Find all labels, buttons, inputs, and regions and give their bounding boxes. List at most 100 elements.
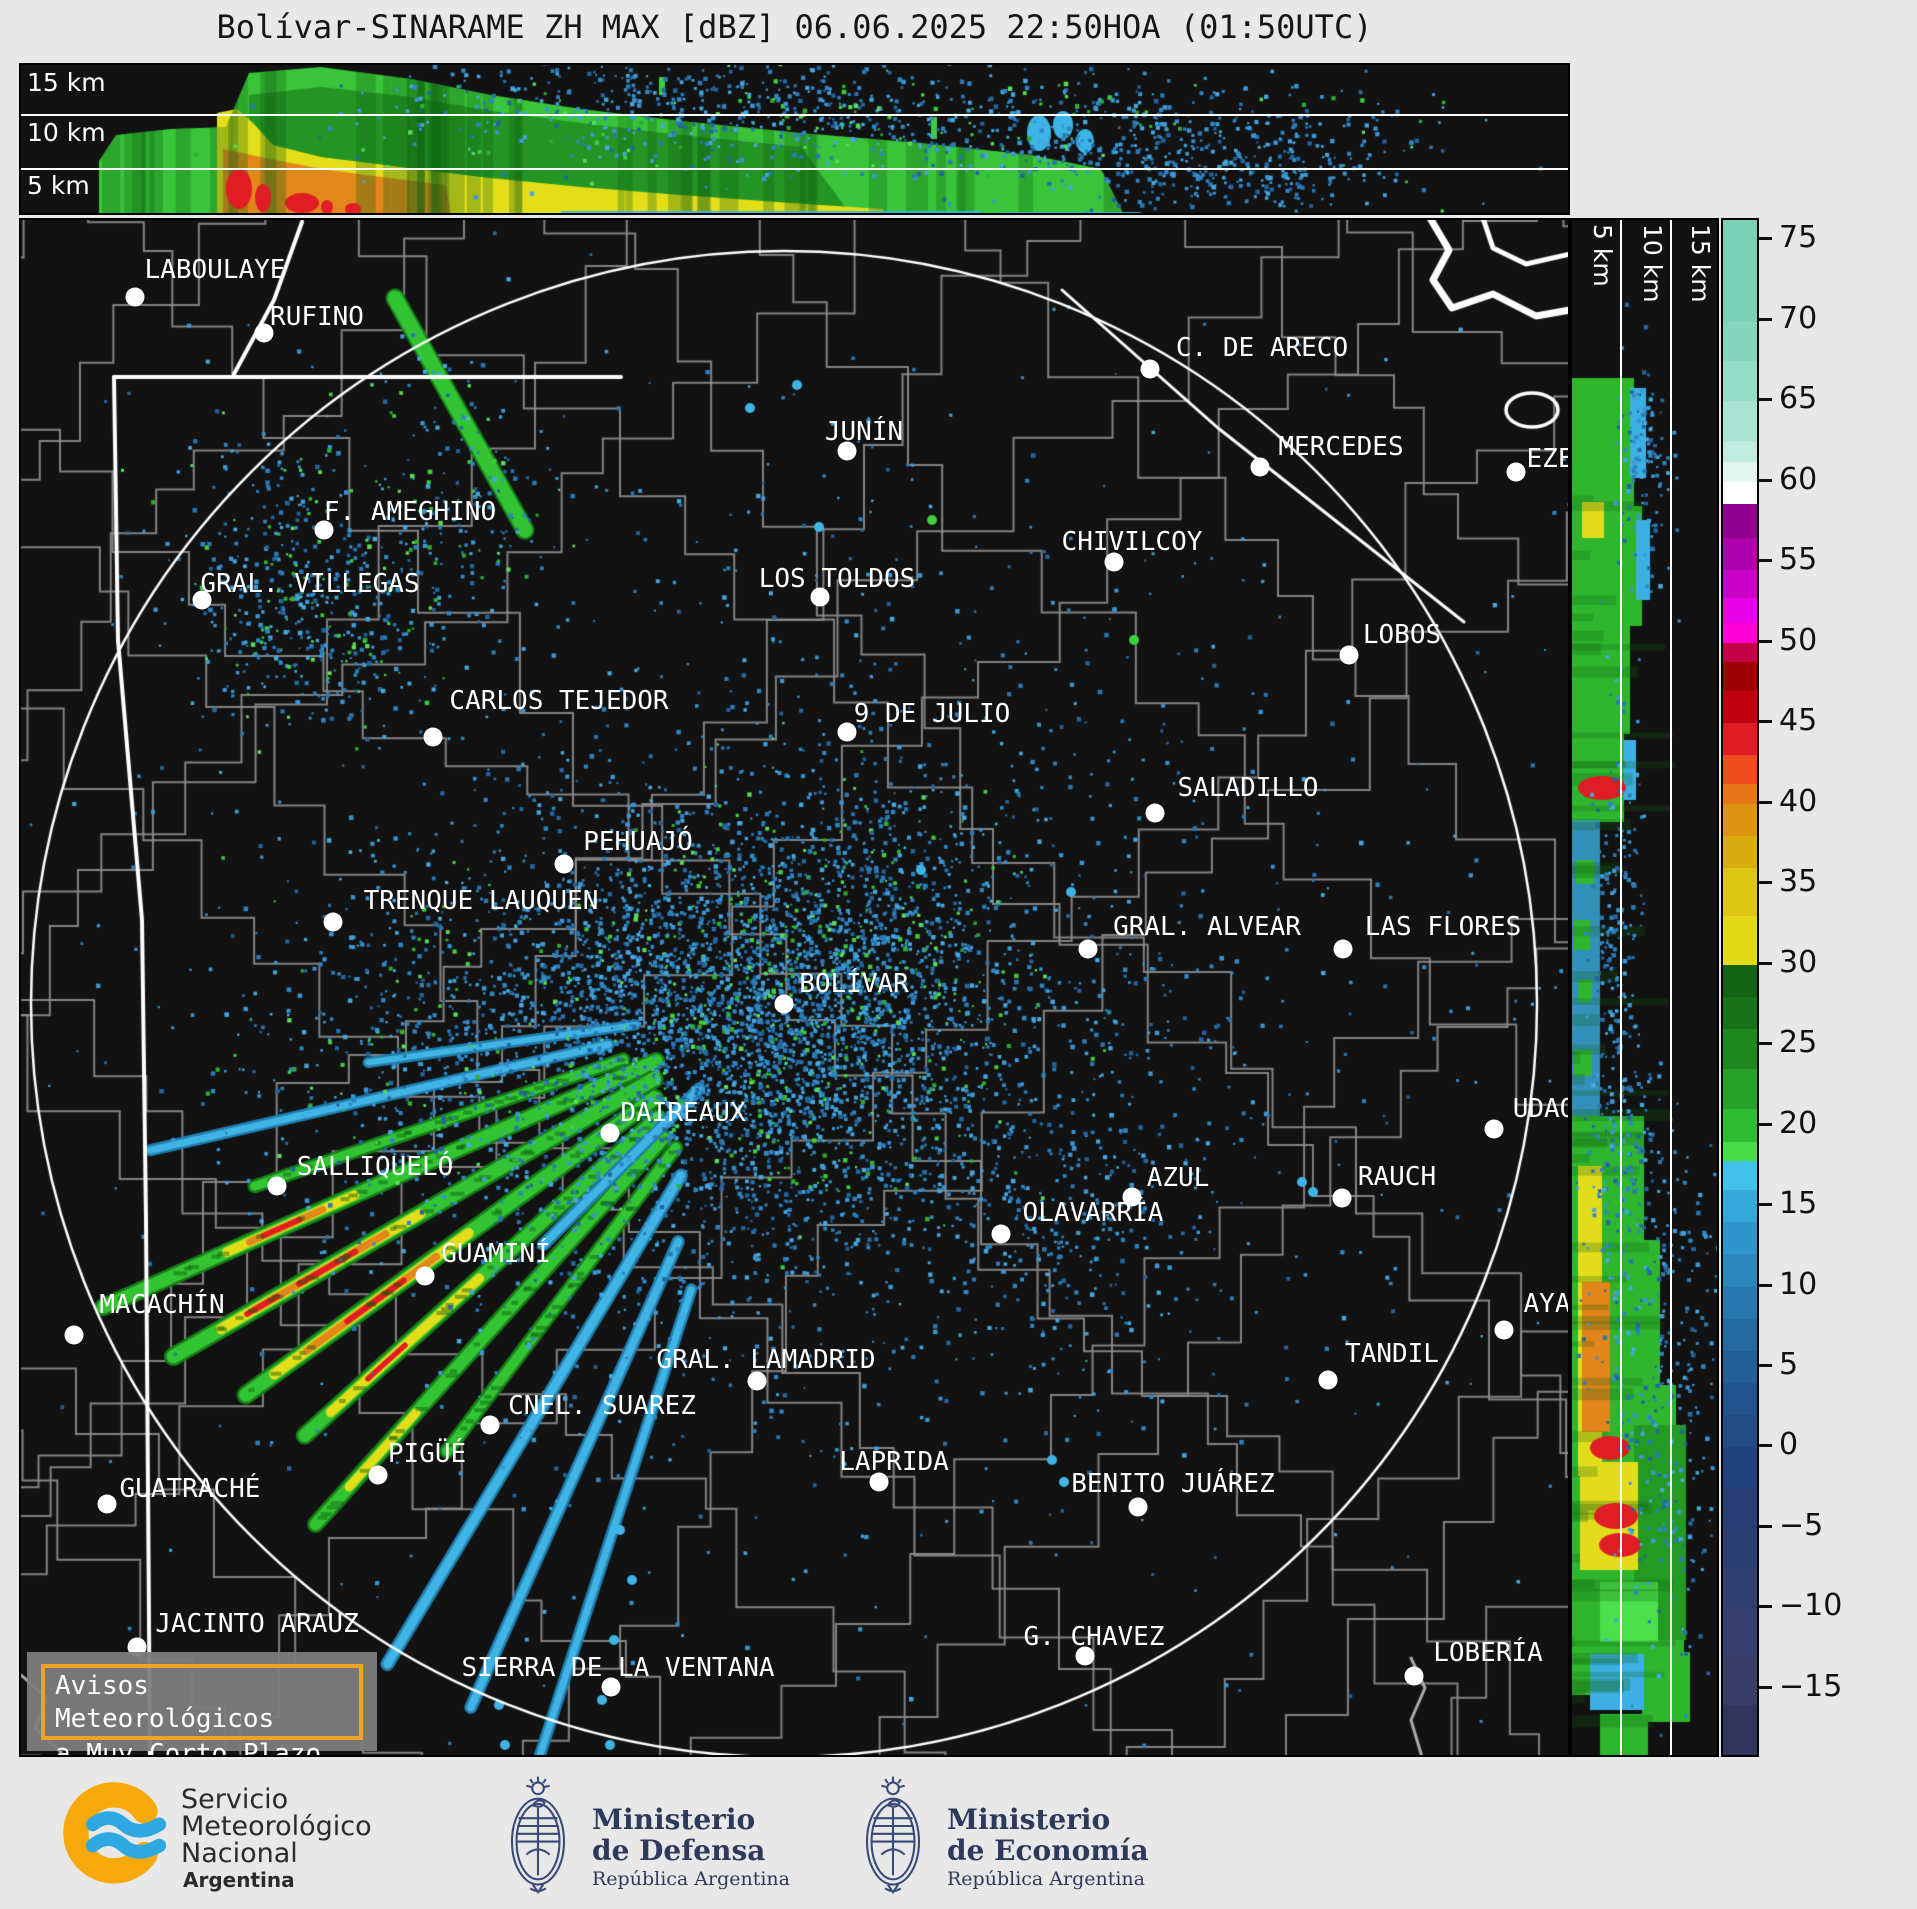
city-label: PEHUAJÓ xyxy=(583,827,693,857)
smn-logo-icon xyxy=(63,1782,167,1884)
city-label: C. DE ARECO xyxy=(1175,333,1349,363)
avisos-box: Avisos Meteorológicos a Muy Corto Plazo xyxy=(27,1652,377,1755)
colorbar-segment xyxy=(1723,723,1757,756)
city-label: CARLOS TEJEDOR xyxy=(449,686,669,716)
city-label: MACACHÍN xyxy=(99,1290,225,1320)
city-dot xyxy=(267,1176,287,1196)
city-dot xyxy=(415,1266,435,1286)
city-label: MERCEDES xyxy=(1278,432,1404,462)
radar-map-canvas xyxy=(21,220,1568,1755)
colorbar-segment xyxy=(1723,964,1757,998)
city-dot xyxy=(125,287,145,307)
top-strip-label-10km: 10 km xyxy=(27,118,106,147)
city-dot xyxy=(423,727,443,747)
colorbar-tick-mark xyxy=(1759,1685,1772,1689)
colorbar-tick-label: −5 xyxy=(1779,1507,1824,1543)
colorbar-tick-label: 10 xyxy=(1779,1266,1818,1302)
city-label: CNEL. SUAREZ xyxy=(508,1391,696,1421)
city-dot xyxy=(254,323,274,343)
city-label: LOBERÍA xyxy=(1433,1638,1543,1668)
city-label: GRAL. LAMADRID xyxy=(656,1345,876,1375)
city-dot xyxy=(747,1371,767,1391)
city-dot xyxy=(1333,939,1353,959)
colorbar-segment xyxy=(1723,916,1757,966)
colorbar-segment xyxy=(1723,1109,1757,1143)
top-strip-label-15km: 15 km xyxy=(27,68,106,97)
economia-title-line1: Ministerio xyxy=(947,1803,1111,1836)
city-label: EZE xyxy=(1526,444,1570,474)
city-label: OLAVARRÍA xyxy=(1022,1198,1164,1228)
city-label: PIGÜÉ xyxy=(387,1439,467,1469)
city-label: LOBOS xyxy=(1362,620,1442,650)
city-dot xyxy=(192,590,212,610)
colorbar-segment xyxy=(1723,1141,1757,1162)
colorbar-tick-mark xyxy=(1759,639,1772,643)
right-strip-label-5km: 5 km xyxy=(1588,224,1617,287)
city-dot xyxy=(991,1224,1011,1244)
colorbar-segment xyxy=(1723,401,1757,442)
city-dot xyxy=(1078,939,1098,959)
colorbar-tick-mark xyxy=(1759,1524,1772,1528)
colorbar-segment xyxy=(1723,462,1757,483)
city-label: UDAQ xyxy=(1512,1094,1570,1124)
city-dot xyxy=(314,520,334,540)
city-dot xyxy=(323,912,343,932)
colorbar-segment xyxy=(1723,1656,1757,1706)
city-dot xyxy=(774,994,794,1014)
colorbar-tick-mark xyxy=(1759,720,1772,724)
city-label: BENITO JUÁREZ xyxy=(1071,1469,1275,1499)
city-dot xyxy=(64,1325,84,1345)
colorbar-tick-label: 70 xyxy=(1779,300,1818,336)
colorbar-tick-label: 0 xyxy=(1779,1427,1799,1463)
colorbar-tick-mark xyxy=(1759,961,1772,965)
colorbar-tick-label: 15 xyxy=(1779,1186,1818,1222)
city-label: AYA xyxy=(1523,1289,1570,1319)
page-title: Bolívar-SINARAME ZH MAX [dBZ] 06.06.2025… xyxy=(216,8,1373,46)
colorbar-segment xyxy=(1723,1705,1757,1755)
colorbar-segment xyxy=(1723,1350,1757,1384)
defensa-coat-of-arms-icon xyxy=(510,1776,566,1895)
colorbar-tick-label: 55 xyxy=(1779,542,1818,578)
city-label: TRENQUE LAUQUEN xyxy=(363,886,599,916)
colorbar-tick-label: 30 xyxy=(1779,944,1818,980)
radar-map-panel: LABOULAYE RUFINO C. DE ARECO JUNÍN MERCEDES F… xyxy=(19,218,1570,1757)
city-label: LOS TOLDOS xyxy=(758,564,916,594)
colorbar-tick-label: 40 xyxy=(1779,783,1818,819)
colorbar-segment xyxy=(1723,1189,1757,1223)
colorbar-tick-mark xyxy=(1759,1203,1772,1207)
colorbar-segment xyxy=(1723,537,1757,571)
colorbar-segment xyxy=(1723,597,1757,624)
city-label: LAS FLORES xyxy=(1364,912,1522,942)
city-dot xyxy=(810,587,830,607)
city-label: LABOULAYE xyxy=(144,255,286,285)
colorbar-tick-label: −10 xyxy=(1779,1588,1843,1624)
city-label: JUNÍN xyxy=(824,417,904,447)
colorbar-segment xyxy=(1723,1608,1757,1658)
city-dot xyxy=(1506,462,1526,482)
city-label: GUATRACHÉ xyxy=(119,1474,261,1504)
colorbar-tick-label: 35 xyxy=(1779,864,1818,900)
colorbar-tick-label: 65 xyxy=(1779,381,1818,417)
city-dot xyxy=(127,1637,147,1657)
smn-name-line2: Meteorológico xyxy=(181,1811,372,1842)
right-strip-5km-line xyxy=(1620,220,1622,1755)
colorbar-segment xyxy=(1723,623,1757,644)
colorbar-segment xyxy=(1723,1447,1757,1489)
city-dot xyxy=(600,1123,620,1143)
colorbar-tick-label: 5 xyxy=(1779,1347,1799,1382)
city-dot xyxy=(1318,1370,1338,1390)
economia-coat-of-arms-icon xyxy=(865,1776,921,1895)
colorbar-segment xyxy=(1723,504,1757,539)
avisos-line2: a Muy Corto Plazo xyxy=(55,1739,322,1757)
colorbar-tick-mark xyxy=(1759,317,1772,321)
city-label: SALLIQUELÓ xyxy=(296,1152,454,1182)
colorbar-segment xyxy=(1723,1487,1757,1529)
colorbar-segment xyxy=(1723,996,1757,1030)
colorbar-segment xyxy=(1723,1069,1757,1111)
colorbar-segment xyxy=(1723,1254,1757,1288)
colorbar-segment xyxy=(1723,1383,1757,1416)
colorbar-tick-label: 20 xyxy=(1779,1105,1818,1141)
city-dot xyxy=(1332,1188,1352,1208)
colorbar-segment xyxy=(1723,1160,1757,1191)
